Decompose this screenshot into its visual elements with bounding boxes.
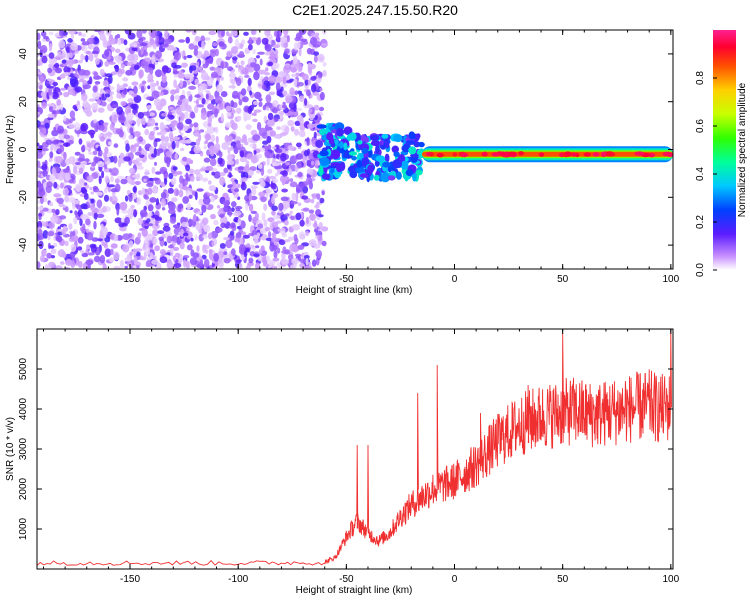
signal-segment-2	[422, 146, 673, 163]
y-tick-label: 4000	[18, 397, 29, 420]
colorbar-tick-label: 0.6	[695, 119, 706, 133]
x-tick-label: -150	[120, 274, 140, 285]
x-axis-label: Height of straight line (km)	[296, 585, 413, 596]
colorbar-gradient	[713, 30, 736, 270]
x-tick-label: -50	[339, 574, 354, 585]
x-axis-label: Height of straight line (km)	[296, 285, 413, 296]
signal-segment-1	[348, 131, 426, 183]
y-tick-label: 1000	[18, 517, 29, 540]
x-tick-label: 0	[452, 574, 458, 585]
snr-series-line	[37, 329, 672, 566]
noise-region	[37, 30, 329, 269]
x-tick-label: 50	[557, 574, 569, 585]
y-tick-label: 3000	[18, 437, 29, 460]
colorbar-label: Normalized spectral amplitude	[737, 82, 748, 217]
colorbar-tick-label: 0.4	[695, 167, 706, 181]
chart-title: C2E1.2025.247.15.50.R20	[292, 2, 458, 18]
x-tick-label: 0	[452, 274, 458, 285]
y-tick-label: -40	[18, 237, 29, 252]
y-axis-label: Frequency (Hz)	[5, 115, 16, 184]
x-tick-label: -150	[120, 574, 140, 585]
signal-segment-0	[316, 122, 354, 182]
y-tick-label: 20	[18, 96, 29, 108]
colorbar-tick-label: 0.2	[695, 215, 706, 229]
snr-plot	[37, 329, 672, 566]
x-tick-label: -100	[228, 274, 248, 285]
y-tick-label: 5000	[18, 357, 29, 380]
colorbar-tick-label: 0.0	[695, 263, 706, 277]
plot-frame-2	[36, 328, 674, 570]
x-tick-label: 50	[557, 274, 569, 285]
y-tick-label: 40	[18, 48, 29, 60]
colorbar-tick-label: 0.8	[695, 71, 706, 85]
x-tick-label: -50	[339, 274, 354, 285]
y-axis-label: SNR (10 * v/v)	[5, 417, 16, 481]
y-tick-label: -20	[18, 190, 29, 205]
y-tick-label: 2000	[18, 477, 29, 500]
x-tick-label: 100	[662, 274, 679, 285]
y-tick-label: 0	[18, 146, 29, 152]
x-tick-label: 100	[662, 574, 679, 585]
spectrogram-plot	[37, 30, 673, 269]
axes: -150 -100 -50 0 50 100 -40 -20 0 20 40 Height of st…	[5, 29, 748, 596]
x-tick-label: -100	[228, 574, 248, 585]
